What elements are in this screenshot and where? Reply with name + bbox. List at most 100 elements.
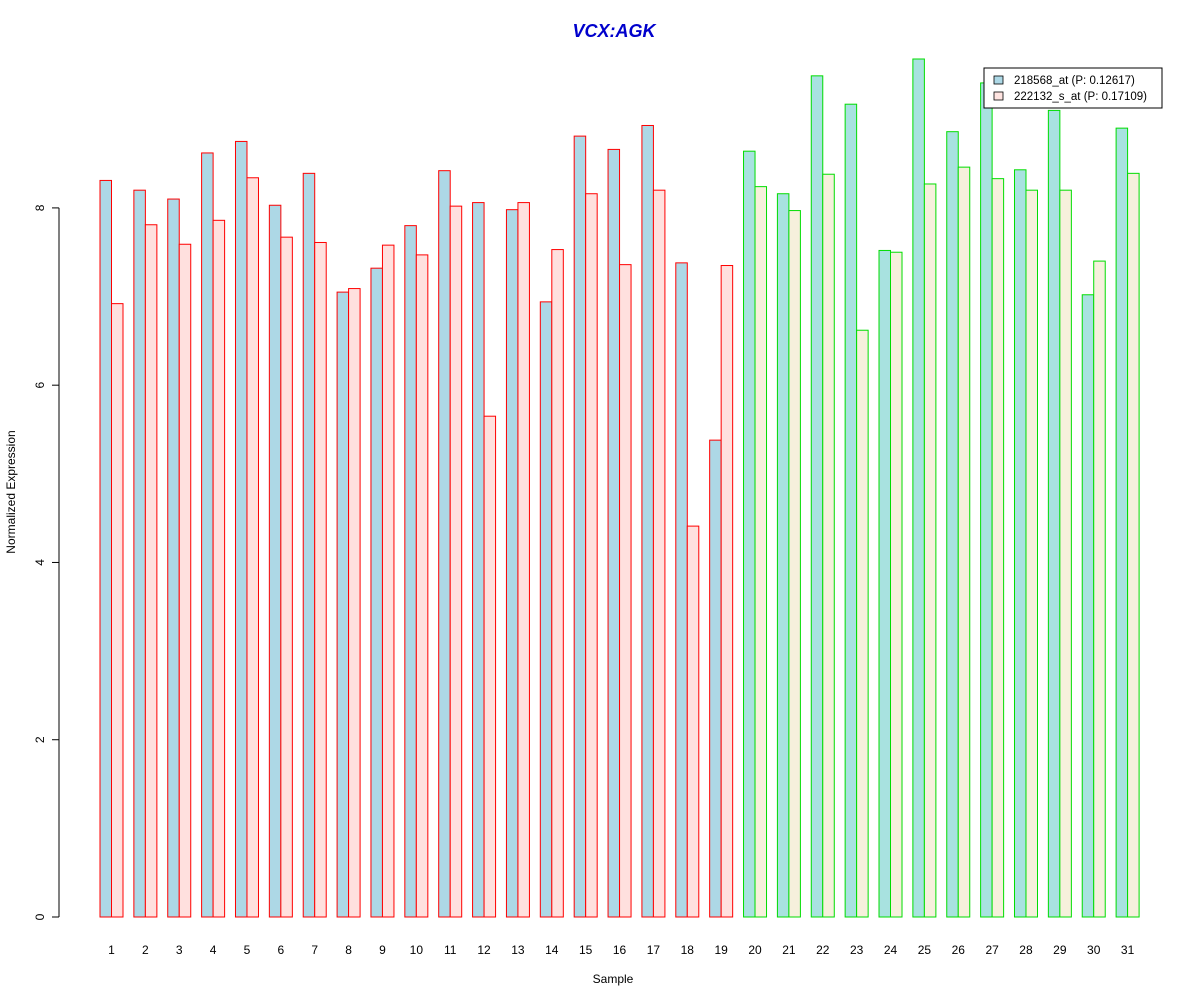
bar-sample-15-series-2 xyxy=(585,193,598,918)
x-tick-label-27: 27 xyxy=(985,943,999,957)
legend-label-series-1: 218568_at (P: 0.12617) xyxy=(1014,75,1135,87)
bar-sample-8-series-2 xyxy=(348,288,361,918)
x-tick-label-4: 4 xyxy=(210,943,217,957)
bar-sample-5-series-1 xyxy=(234,140,248,918)
bar-sample-14-series-1 xyxy=(539,301,553,918)
x-tick-label-14: 14 xyxy=(545,943,559,957)
bar-sample-29-series-1 xyxy=(1047,109,1061,918)
bar-sample-31-series-2 xyxy=(1127,172,1140,918)
y-axis: 0 2 4 6 8 xyxy=(33,204,60,920)
x-tick-label-2: 2 xyxy=(142,943,149,957)
bar-sample-28-series-1 xyxy=(1013,169,1027,918)
x-tick-label-29: 29 xyxy=(1053,943,1067,957)
x-tick-label-9: 9 xyxy=(379,943,386,957)
x-tick-label-31: 31 xyxy=(1121,943,1135,957)
x-tick-label-22: 22 xyxy=(816,943,830,957)
bar-sample-30-series-2 xyxy=(1093,260,1106,918)
bar-sample-19-series-1 xyxy=(709,439,722,918)
bar-sample-7-series-2 xyxy=(314,241,327,918)
legend-swatch-series-1 xyxy=(993,75,1004,85)
bar-sample-13-series-1 xyxy=(505,209,519,918)
x-tick-label-7: 7 xyxy=(311,943,318,957)
x-tick-label-28: 28 xyxy=(1019,943,1033,957)
x-tick-label-15: 15 xyxy=(579,943,593,957)
bar-sample-14-series-2 xyxy=(551,249,564,918)
bar-sample-29-series-2 xyxy=(1059,189,1072,918)
bars-layer xyxy=(99,58,1140,918)
bar-sample-11-series-2 xyxy=(449,205,463,918)
bar-sample-9-series-2 xyxy=(381,244,395,918)
x-tick-label-11: 11 xyxy=(444,943,457,957)
x-tick-label-13: 13 xyxy=(511,943,525,957)
x-tick-label-3: 3 xyxy=(176,943,183,957)
x-tick-label-6: 6 xyxy=(278,943,285,957)
bar-sample-3-series-2 xyxy=(178,243,192,918)
bar-sample-7-series-1 xyxy=(302,172,316,918)
bar-sample-18-series-2 xyxy=(686,525,700,918)
bar-sample-1-series-2 xyxy=(111,303,124,918)
x-tick-label-17: 17 xyxy=(647,943,661,957)
y-axis-label: Normalized Expression xyxy=(4,430,18,553)
bar-sample-18-series-1 xyxy=(675,262,688,918)
bar-sample-10-series-2 xyxy=(415,254,429,918)
bar-sample-6-series-1 xyxy=(268,204,282,918)
x-tick-label-23: 23 xyxy=(850,943,864,957)
bar-sample-24-series-2 xyxy=(890,251,903,918)
x-tick-label-21: 21 xyxy=(782,943,796,957)
bar-sample-20-series-2 xyxy=(754,186,768,918)
bar-sample-2-series-1 xyxy=(133,189,146,918)
bar-sample-23-series-1 xyxy=(844,103,858,918)
y-tick-label-2: 2 xyxy=(33,736,47,743)
x-tick-label-24: 24 xyxy=(884,943,898,957)
bar-sample-22-series-1 xyxy=(810,75,824,918)
x-tick-label-5: 5 xyxy=(244,943,251,957)
bar-sample-26-series-1 xyxy=(946,131,959,918)
bar-sample-2-series-2 xyxy=(144,224,158,918)
legend: 218568_at (P: 0.12617) 222132_s_at (P: 0… xyxy=(983,67,1163,109)
x-tick-label-16: 16 xyxy=(613,943,627,957)
bar-sample-4-series-2 xyxy=(212,219,226,918)
x-tick-label-1: 1 xyxy=(108,943,115,957)
x-tick-label-30: 30 xyxy=(1087,943,1101,957)
bar-sample-11-series-1 xyxy=(438,170,451,918)
legend-box xyxy=(983,67,1163,109)
bar-sample-20-series-1 xyxy=(743,150,756,918)
x-tick-label-19: 19 xyxy=(714,943,728,957)
bar-sample-27-series-1 xyxy=(980,82,993,918)
bar-sample-24-series-1 xyxy=(878,249,892,918)
bar-sample-31-series-1 xyxy=(1115,127,1129,918)
bar-sample-28-series-2 xyxy=(1025,189,1038,918)
bar-sample-6-series-2 xyxy=(280,236,293,918)
bar-sample-1-series-1 xyxy=(99,179,112,918)
bar-sample-25-series-2 xyxy=(923,183,937,918)
bar-sample-12-series-1 xyxy=(472,202,485,918)
y-tick-label-4: 4 xyxy=(33,559,47,566)
bar-sample-12-series-2 xyxy=(483,415,497,918)
bar-sample-25-series-1 xyxy=(912,58,925,918)
y-tick-label-6: 6 xyxy=(33,382,47,389)
x-tick-label-18: 18 xyxy=(681,943,695,957)
y-tick-label-8: 8 xyxy=(33,204,47,211)
legend-swatch-series-2 xyxy=(993,91,1004,101)
bar-sample-23-series-2 xyxy=(856,329,869,918)
bar-sample-22-series-2 xyxy=(822,173,835,918)
bar-sample-5-series-2 xyxy=(246,177,259,918)
bar-sample-16-series-1 xyxy=(607,148,621,918)
bar-sample-10-series-1 xyxy=(404,225,417,918)
x-tick-label-20: 20 xyxy=(748,943,762,957)
bar-sample-8-series-1 xyxy=(336,291,350,918)
bar-sample-30-series-1 xyxy=(1081,294,1095,918)
bar-sample-16-series-2 xyxy=(619,264,632,918)
bar-sample-15-series-1 xyxy=(573,135,587,918)
bar-sample-9-series-1 xyxy=(370,267,383,918)
x-axis-label: Sample xyxy=(593,972,634,986)
x-tick-label-12: 12 xyxy=(477,943,491,957)
x-tick-label-26: 26 xyxy=(952,943,966,957)
x-tick-label-25: 25 xyxy=(918,943,932,957)
x-tick-label-10: 10 xyxy=(410,943,424,957)
x-tick-label-8: 8 xyxy=(345,943,352,957)
legend-label-series-2: 222132_s_at (P: 0.17109) xyxy=(1014,91,1147,103)
bar-sample-19-series-2 xyxy=(720,265,734,918)
y-tick-label-0: 0 xyxy=(33,913,47,920)
